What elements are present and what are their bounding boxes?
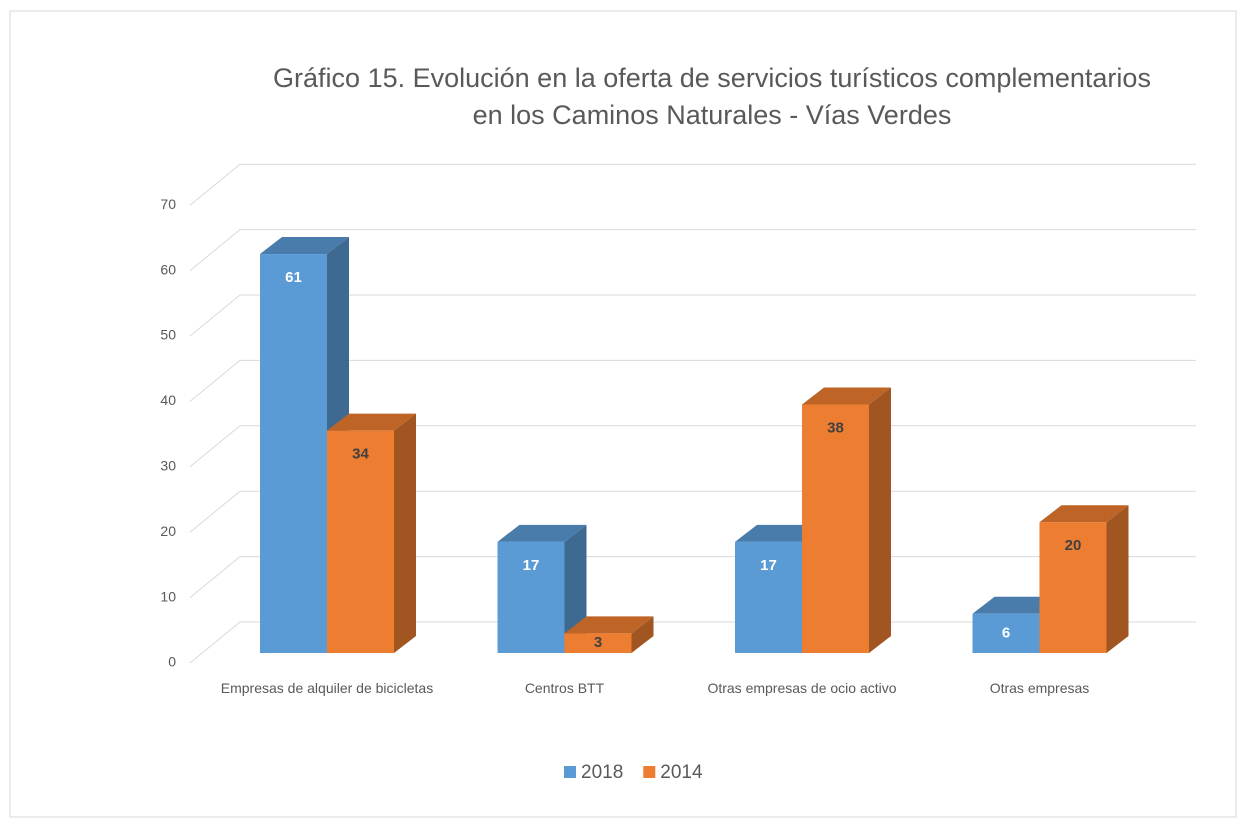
grid-line [189, 294, 1196, 337]
y-tick-label: 20 [160, 523, 176, 539]
y-tick-label: 50 [160, 327, 176, 343]
chart-title: Gráfico 15. Evolución en la oferta de se… [273, 63, 1151, 93]
x-tick-label-box: Centros BTT [524, 680, 605, 696]
bar-top [1039, 505, 1129, 523]
bar [735, 541, 802, 653]
bar [327, 430, 394, 653]
bar-top [260, 237, 349, 255]
x-tick-label: Empresas de alquiler de bicicletas [220, 680, 434, 696]
legend-label: 2014 [660, 762, 703, 783]
x-tick-label: Otras empresas [989, 680, 1090, 696]
bar [802, 404, 869, 653]
bar-side [1106, 505, 1129, 653]
data-label: 17 [523, 557, 540, 574]
x-tick-label: Centros BTT [524, 680, 605, 696]
bar [260, 254, 327, 653]
x-tick-label-box: Empresas de alquiler de bicicletas [220, 680, 434, 696]
bar-side [631, 616, 654, 653]
bar [497, 541, 565, 653]
bar-top [564, 616, 654, 634]
grid-line [189, 163, 1196, 206]
y-tick-label: 40 [160, 392, 176, 408]
grid-line [189, 229, 1196, 271]
data-label: 38 [827, 419, 844, 436]
bar [972, 613, 1040, 653]
bar-top [802, 387, 891, 405]
legend-swatch [564, 766, 576, 778]
x-tick-label-box: Otras empresas de ocio activo [707, 680, 897, 696]
chart-title: en los Caminos Naturales - Vías Verdes [473, 100, 952, 130]
bar-side [869, 387, 891, 653]
x-tick-label-box: Otras empresas [989, 680, 1090, 696]
y-tick-label: 60 [160, 261, 176, 277]
legend-swatch [643, 766, 656, 778]
x-tick-label: Otras empresas de ocio activo [707, 680, 897, 696]
data-label: 61 [285, 269, 302, 286]
y-tick-label: 30 [160, 458, 176, 474]
bar-top [972, 596, 1062, 614]
bar-top [327, 413, 416, 431]
data-label: 34 [352, 446, 369, 463]
data-label: 17 [760, 557, 777, 574]
bar [1039, 522, 1107, 653]
y-tick-label: 70 [160, 196, 176, 212]
bar-top [735, 524, 824, 542]
grid-line [189, 359, 1196, 402]
y-tick-label: 10 [160, 588, 176, 604]
bar [564, 633, 632, 653]
y-tick-label: 0 [168, 654, 176, 670]
legend-label: 2018 [581, 762, 623, 783]
data-label: 3 [594, 634, 602, 651]
chart-frame [9, 10, 1237, 818]
data-label: 20 [1065, 537, 1082, 554]
data-label: 6 [1002, 624, 1010, 641]
bar-top [497, 524, 587, 542]
bar-side [394, 413, 416, 653]
